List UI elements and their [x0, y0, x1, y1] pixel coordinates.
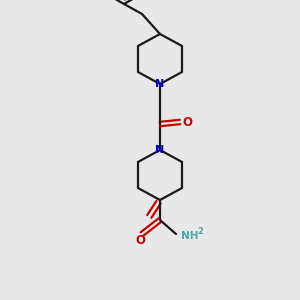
Text: NH: NH	[181, 231, 199, 241]
Text: O: O	[135, 233, 145, 247]
Text: 2: 2	[197, 226, 203, 236]
Text: O: O	[182, 116, 192, 128]
Text: N: N	[155, 79, 165, 89]
Text: N: N	[155, 145, 165, 155]
